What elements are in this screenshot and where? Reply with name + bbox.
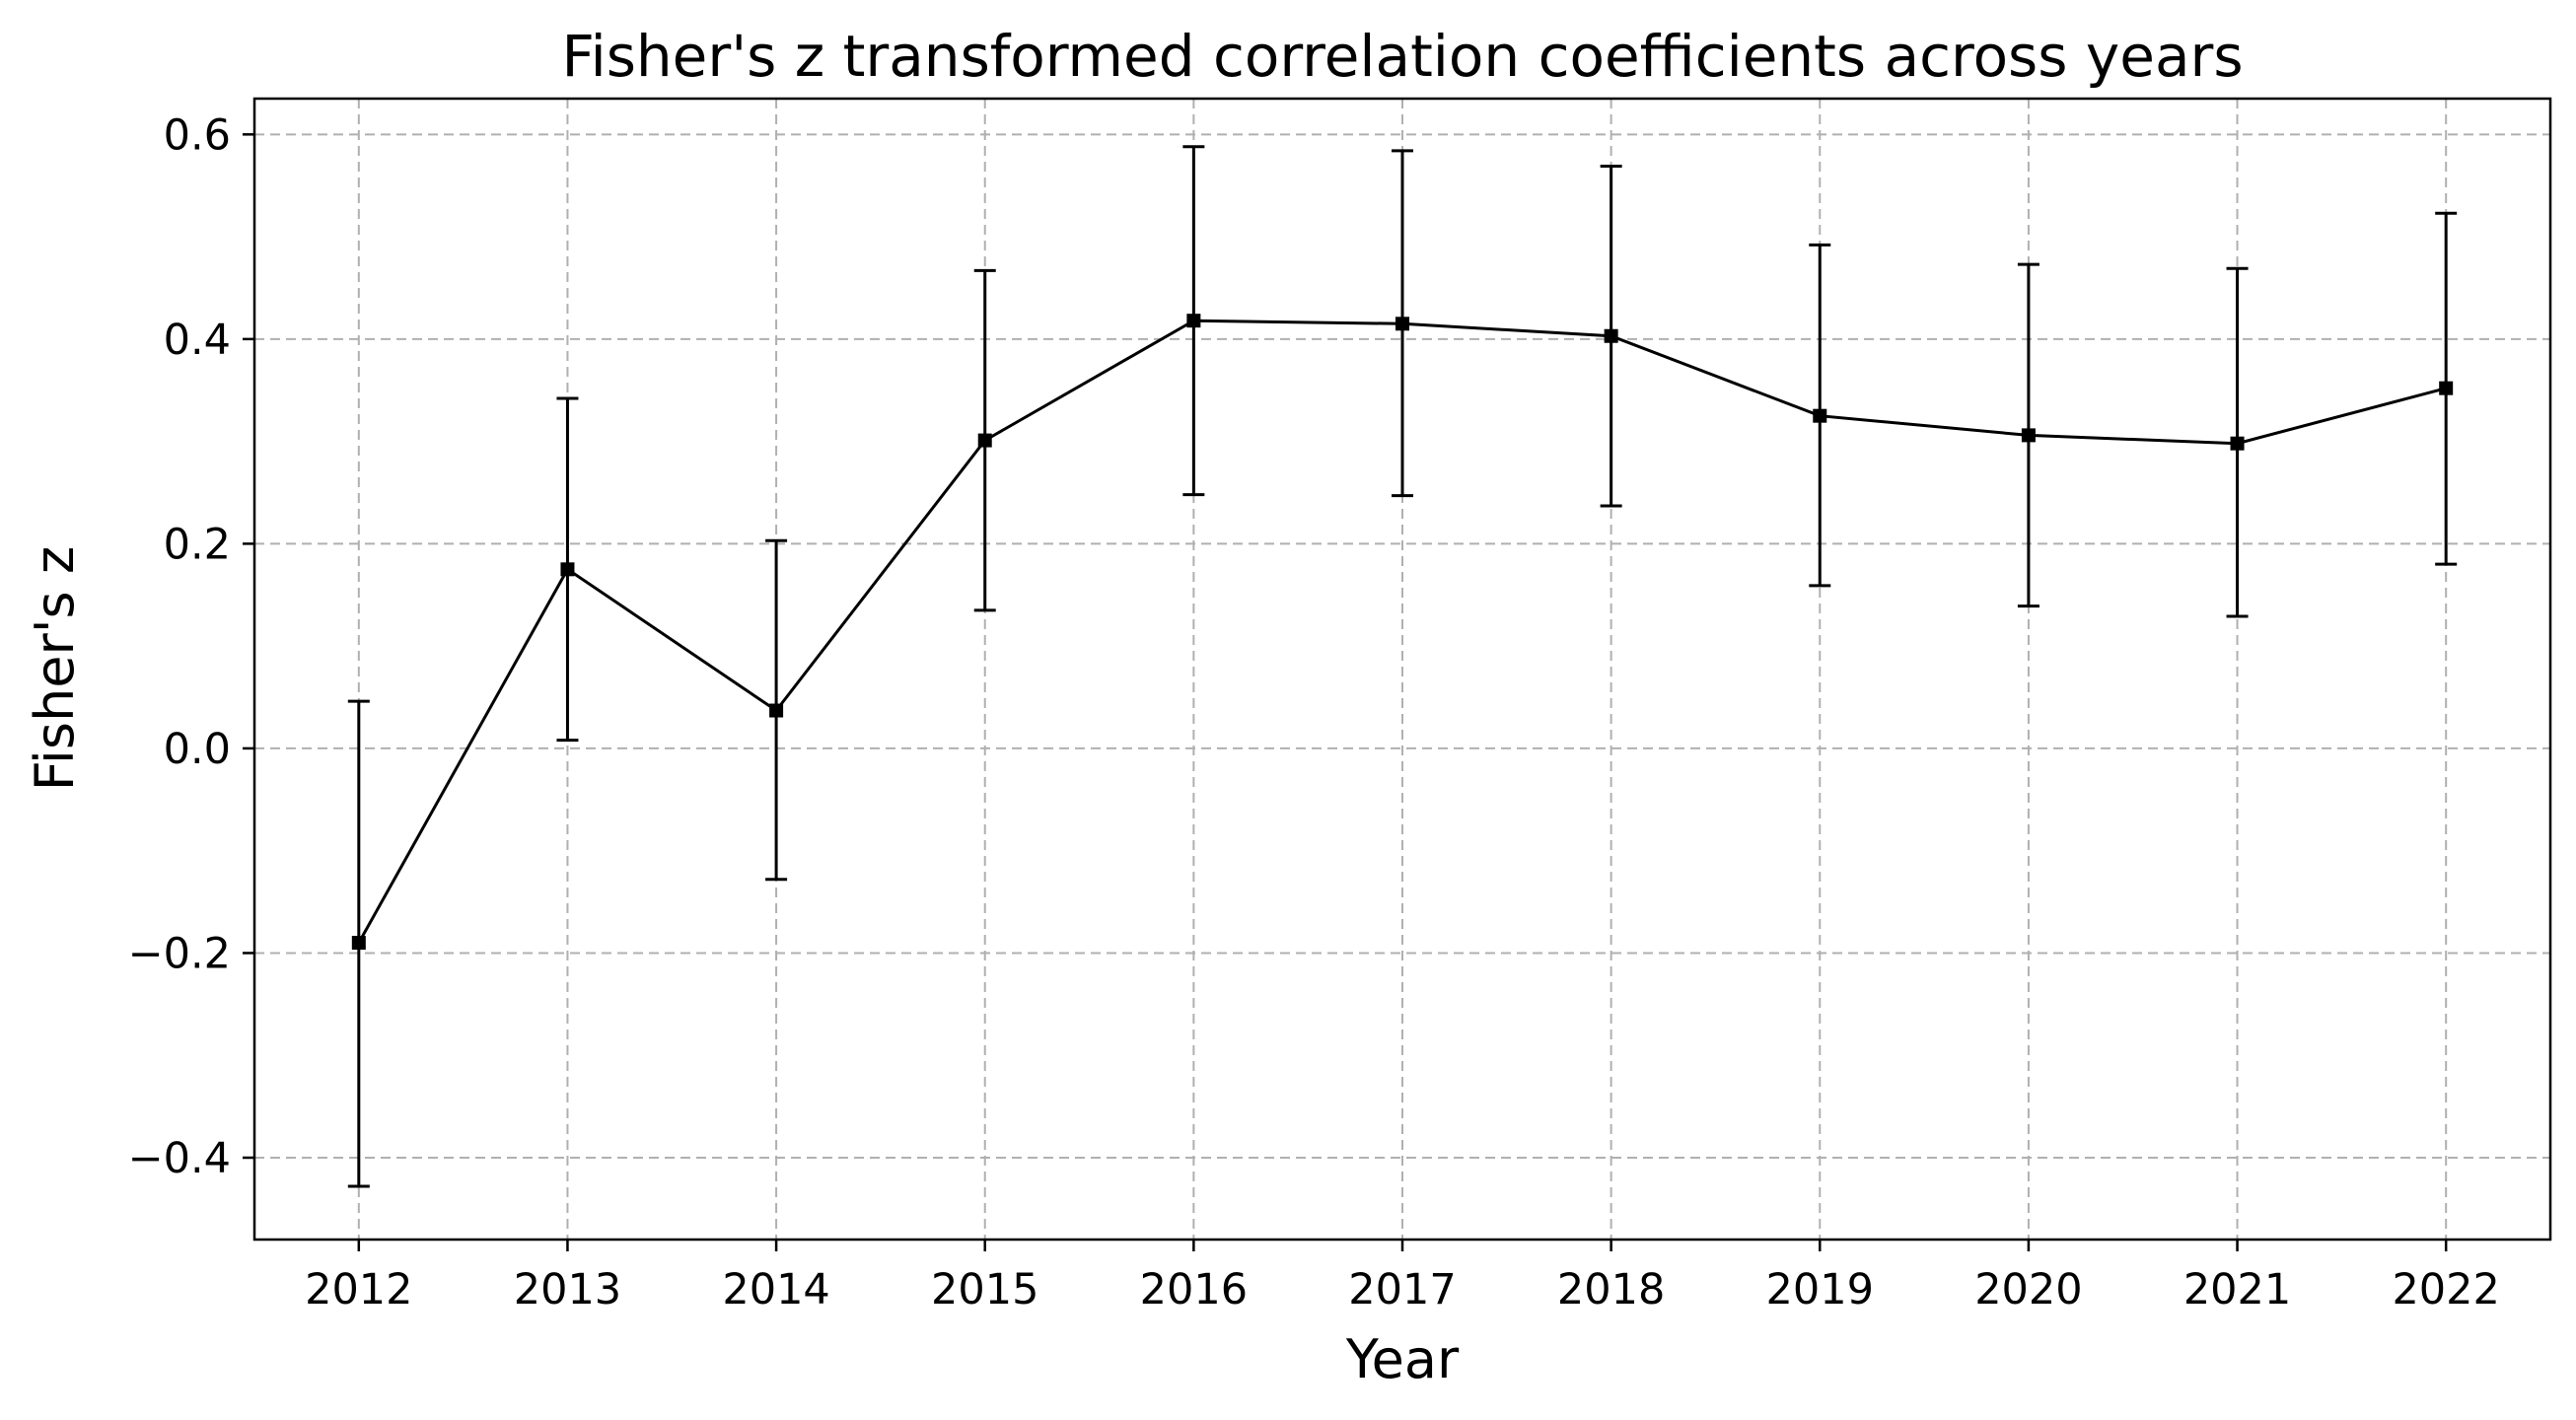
x-tick-label: 2019 [1766, 1265, 1874, 1314]
x-axis-ticks: 2012 2013 2014 2015 2016 2017 2018 2019 2020 2021… [305, 1240, 2500, 1314]
x-tick-label: 2015 [931, 1265, 1038, 1314]
x-tick-label: 2017 [1348, 1265, 1456, 1314]
x-tick-label: 2014 [722, 1265, 829, 1314]
x-tick-label: 2012 [305, 1265, 412, 1314]
data-point [1395, 317, 1409, 331]
data-point [1813, 408, 1827, 423]
y-tick-label: −0.4 [128, 1134, 231, 1183]
x-tick-label: 2018 [1557, 1265, 1665, 1314]
y-axis-ticks: −0.4 −0.2 0.0 0.2 0.4 0.6 [128, 110, 254, 1183]
data-point [2230, 436, 2245, 451]
x-tick-label: 2013 [514, 1265, 621, 1314]
data-point [977, 433, 992, 448]
y-tick-label: 0.2 [164, 520, 231, 569]
y-tick-label: 0.6 [164, 110, 231, 160]
data-point [1604, 328, 1618, 343]
y-axis-label: Fisher's z [24, 546, 86, 791]
y-tick-label: 0.0 [164, 725, 231, 774]
data-point [351, 936, 366, 951]
x-tick-label: 2021 [2183, 1265, 2291, 1314]
data-point [769, 703, 784, 718]
x-axis-label: Year [1345, 1328, 1460, 1390]
data-point [560, 562, 575, 577]
data-point [1186, 314, 1201, 328]
chart-title: Fisher's z transformed correlation coeff… [561, 23, 2243, 90]
x-tick-label: 2020 [1974, 1265, 2082, 1314]
data-markers [351, 314, 2454, 951]
y-tick-label: 0.4 [164, 316, 231, 365]
x-tick-label: 2016 [1140, 1265, 1248, 1314]
x-tick-label: 2022 [2392, 1265, 2499, 1314]
y-tick-label: −0.2 [128, 929, 231, 978]
data-point [2021, 428, 2036, 443]
data-point [2439, 381, 2454, 395]
